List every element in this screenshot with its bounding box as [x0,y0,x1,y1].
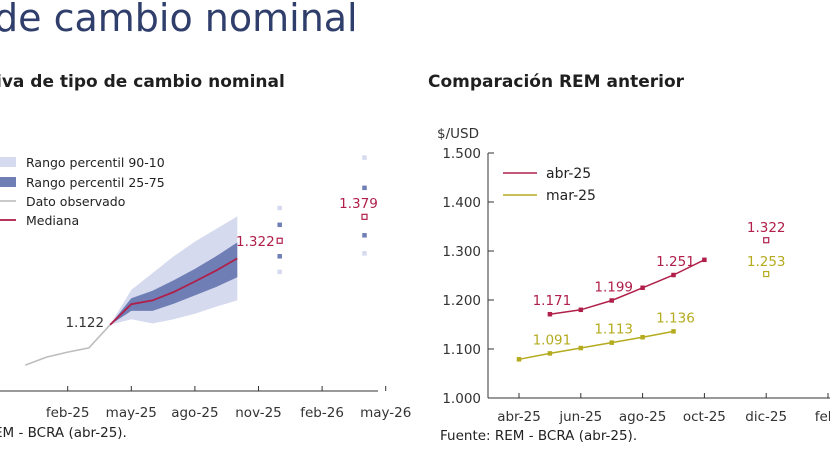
series-point-mar-25 [516,357,522,362]
series-line-abr-25 [549,259,705,315]
forecast-p75-marker [277,222,282,228]
series-point-mar-25 [547,351,553,356]
legend-swatch-25-75 [0,177,16,187]
legend-label: Mediana [26,213,79,228]
right-x-tick-label: ago-25 [619,409,666,425]
series-point-abr-25 [640,285,645,290]
series-point-mar-25 [640,334,645,340]
left-annotation-label: 1.122 [65,315,104,331]
legend-label: Rango percentil 90-10 [26,155,165,170]
legend-swatch-90-10 [0,157,16,167]
left-chart-source: EM - BCRA (abr-25). [0,425,127,441]
page-title: de cambio nominal [0,0,358,40]
series-data-label-abr-25: 1.199 [594,279,633,295]
series-data-label-mar-25: 1.136 [656,310,695,326]
left-chart-title: iva de tipo de cambio nominal [0,72,285,92]
right-x-tick-label: oct-25 [683,409,726,425]
observed-line [25,324,111,366]
series-data-label-abr-25: 1.251 [656,254,695,270]
series-point-abr-25 [671,272,676,278]
right-y-tick-label: 1.200 [442,293,481,309]
forecast-p90-marker [277,205,282,211]
right-x-tick-label: abr-25 [497,409,541,425]
forecast-p10-marker [277,269,282,275]
forecast-p25-marker [362,233,367,238]
forecast-median-label: 1.322 [236,234,275,250]
forecast-median-marker [361,213,368,220]
series-forecast-point-abr-25 [763,237,770,244]
legend-label: mar-25 [546,188,596,204]
forecast-median-label: 1.379 [339,196,378,212]
series-point-mar-25 [671,329,676,334]
forecast-p10-marker [362,251,367,256]
forecast-p75-marker [362,185,367,191]
series-forecast-point-mar-25 [763,270,770,278]
band-25-75 [110,242,238,325]
series-point-abr-25 [547,311,553,317]
right-x-tick-label: jun-25 [558,409,602,425]
right-y-tick-label: 1.500 [442,146,481,162]
forecast-p90-marker [362,155,367,160]
right-y-tick-label: 1.300 [442,244,481,260]
left-x-tick-label: feb-25 [46,405,90,421]
right-y-tick-label: 1.000 [442,391,481,407]
legend-label: Dato observado [26,194,125,209]
series-line-mar-25 [518,330,674,361]
left-x-tick-label: may-26 [360,405,411,421]
left-x-tick-label: nov-25 [235,405,282,421]
series-forecast-label-mar-25: 1.253 [747,254,786,270]
right-y-tick-label: 1.400 [442,195,481,211]
forecast-p25-marker [277,254,282,259]
right-x-tick-label: dic-25 [745,409,787,425]
median-line [109,257,238,326]
right-x-tick-label: feb- [815,409,830,425]
right-chart-source: Fuente: REM - BCRA (abr-25). [440,428,638,444]
legend-label: abr-25 [546,166,591,182]
right-y-axis-label: $/USD [437,126,479,142]
series-point-abr-25 [578,307,584,313]
series-forecast-label-abr-25: 1.322 [747,220,786,236]
right-chart-title: Comparación REM anterior [428,72,685,92]
series-point-abr-25 [702,257,707,263]
forecast-median-marker [276,237,283,244]
series-data-label-mar-25: 1.091 [533,332,572,348]
series-point-mar-25 [609,340,614,345]
series-point-mar-25 [578,345,584,351]
left-x-tick-label: ago-25 [171,405,218,421]
series-point-abr-25 [609,298,614,303]
series-data-label-abr-25: 1.171 [533,293,572,309]
right-y-tick-label: 1.100 [442,342,481,358]
left-x-tick-label: feb-26 [300,405,344,421]
left-x-tick-label: may-25 [106,405,157,421]
legend-label: Rango percentil 25-75 [26,175,165,190]
series-data-label-mar-25: 1.113 [594,322,633,338]
